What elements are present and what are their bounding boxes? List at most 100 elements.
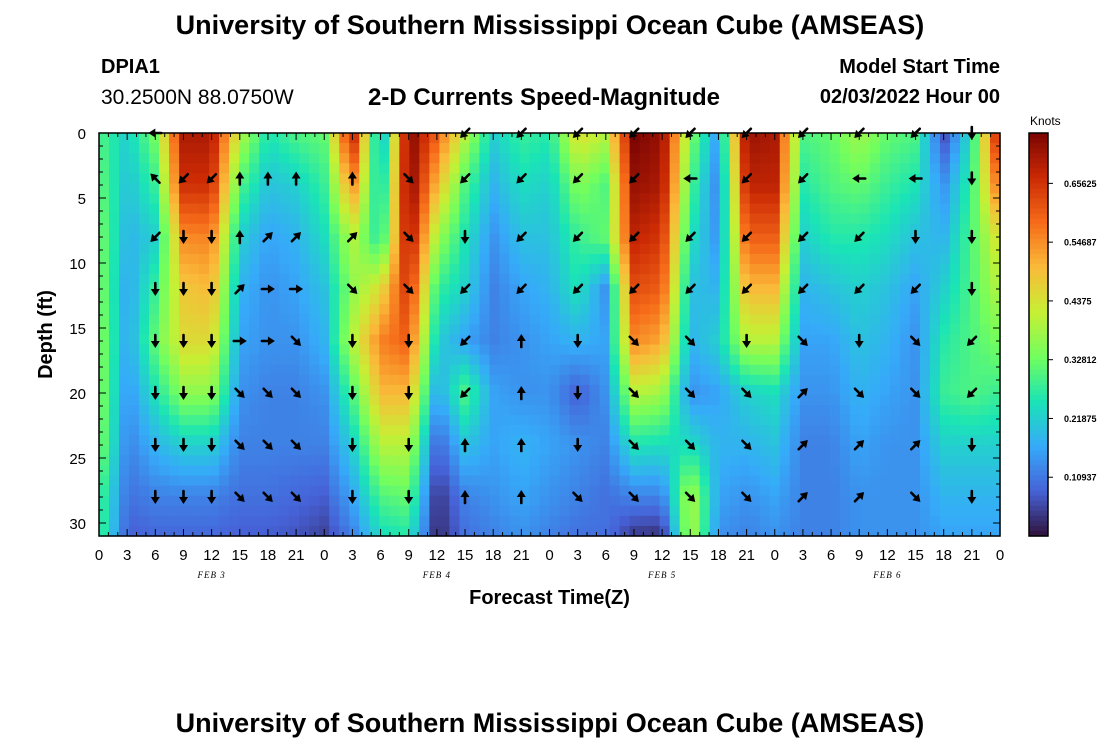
arrow-head [292,389,302,398]
heatmap-cell [709,384,721,396]
heatmap-cell [109,415,120,426]
heatmap-cell [389,465,400,477]
heatmap-cell [879,304,891,315]
heatmap-cell [939,133,951,144]
colorbar-band [1029,480,1048,487]
heatmap-cell [909,435,921,446]
heatmap-cell [139,183,150,195]
heatmap-cell [449,475,460,487]
heatmap-cell [569,485,581,497]
heatmap-cell [239,475,250,487]
heatmap-cell [949,304,961,315]
heatmap-cell [929,304,941,315]
heatmap-cell [589,525,601,537]
heatmap-cell [469,394,481,406]
heatmap-cell [239,405,250,416]
heatmap-cell [799,405,811,416]
heatmap-cell [609,465,621,477]
heatmap-cell [829,263,841,275]
colorbar-band [1029,374,1048,381]
heatmap-cell [939,354,951,366]
heatmap-cell [489,133,501,144]
heatmap-cell [239,324,250,336]
heatmap-cell [329,153,340,164]
heatmap-cell [289,143,300,154]
heatmap-cell [339,425,350,436]
heatmap-cell [109,274,120,285]
heatmap-cell [179,515,190,527]
heatmap-cell [299,334,310,346]
heatmap-cell [669,465,681,477]
heatmap-cell [399,334,410,346]
heatmap-cell [689,435,701,446]
heatmap-cell [729,253,741,265]
heatmap-cell [619,394,631,406]
heatmap-cell [949,435,961,446]
heatmap-cell [359,193,370,205]
heatmap-cell [679,354,691,366]
heatmap-cell [799,475,811,487]
colorbar-band [1029,369,1048,376]
heatmap-cell [889,274,901,285]
heatmap-cell [929,505,941,517]
heatmap-cell [429,435,440,446]
heatmap-cell [109,133,120,144]
heatmap-cell [809,284,821,295]
heatmap-cell [909,505,921,517]
arrow-head [405,175,414,184]
heatmap-cell [499,314,511,326]
heatmap-cell [859,193,871,205]
heatmap-cell [119,314,130,326]
heatmap-cell [609,173,621,184]
heatmap-cell [359,304,370,315]
heatmap-cell [729,475,741,487]
heatmap-cell [469,465,481,477]
heatmap-cell [919,425,931,436]
heatmap-cell [929,193,941,205]
heatmap-cell [219,143,230,154]
heatmap-cell [669,274,681,285]
heatmap-cell [479,223,491,235]
heatmap-cell [819,344,831,356]
heatmap-cell [259,193,270,205]
heatmap-cell [809,435,821,446]
heatmap-cell [379,425,390,436]
heatmap-cell [749,465,761,477]
heatmap-cell [189,364,200,376]
heatmap-cell [239,505,250,517]
heatmap-cell [719,173,731,184]
heatmap-cell [109,243,120,255]
heatmap-cell [899,133,911,144]
heatmap-cell [269,143,280,154]
heatmap-cell [839,183,851,195]
heatmap-cell [199,525,210,537]
heatmap-cell [259,344,270,356]
y-tick-label: 5 [78,191,86,208]
heatmap-cell [159,203,170,215]
arrow-head [741,285,750,294]
heatmap-cell [399,153,410,164]
colorbar-band [1029,138,1048,144]
heatmap-cell [719,445,731,456]
heatmap-cell [769,223,781,235]
heatmap-cell [419,344,430,356]
heatmap-cell [599,153,611,164]
heatmap-cell [569,163,581,174]
arrow-head [236,389,245,398]
heatmap-cell [799,253,811,265]
heatmap-cell [739,515,751,527]
heatmap-cell [769,495,781,507]
heatmap-cell [699,314,711,326]
heatmap-cell [439,505,450,517]
heatmap-cell [269,374,280,386]
heatmap-cell [619,203,631,215]
heatmap-cell [809,515,821,527]
heatmap-cell [449,263,460,275]
current-arrow [232,336,247,346]
heatmap-cell [549,223,561,235]
heatmap-cell [499,153,511,164]
heatmap-cell [269,263,280,275]
heatmap-cell [819,445,831,456]
heatmap-cell [609,193,621,205]
heatmap-cell [269,334,280,346]
